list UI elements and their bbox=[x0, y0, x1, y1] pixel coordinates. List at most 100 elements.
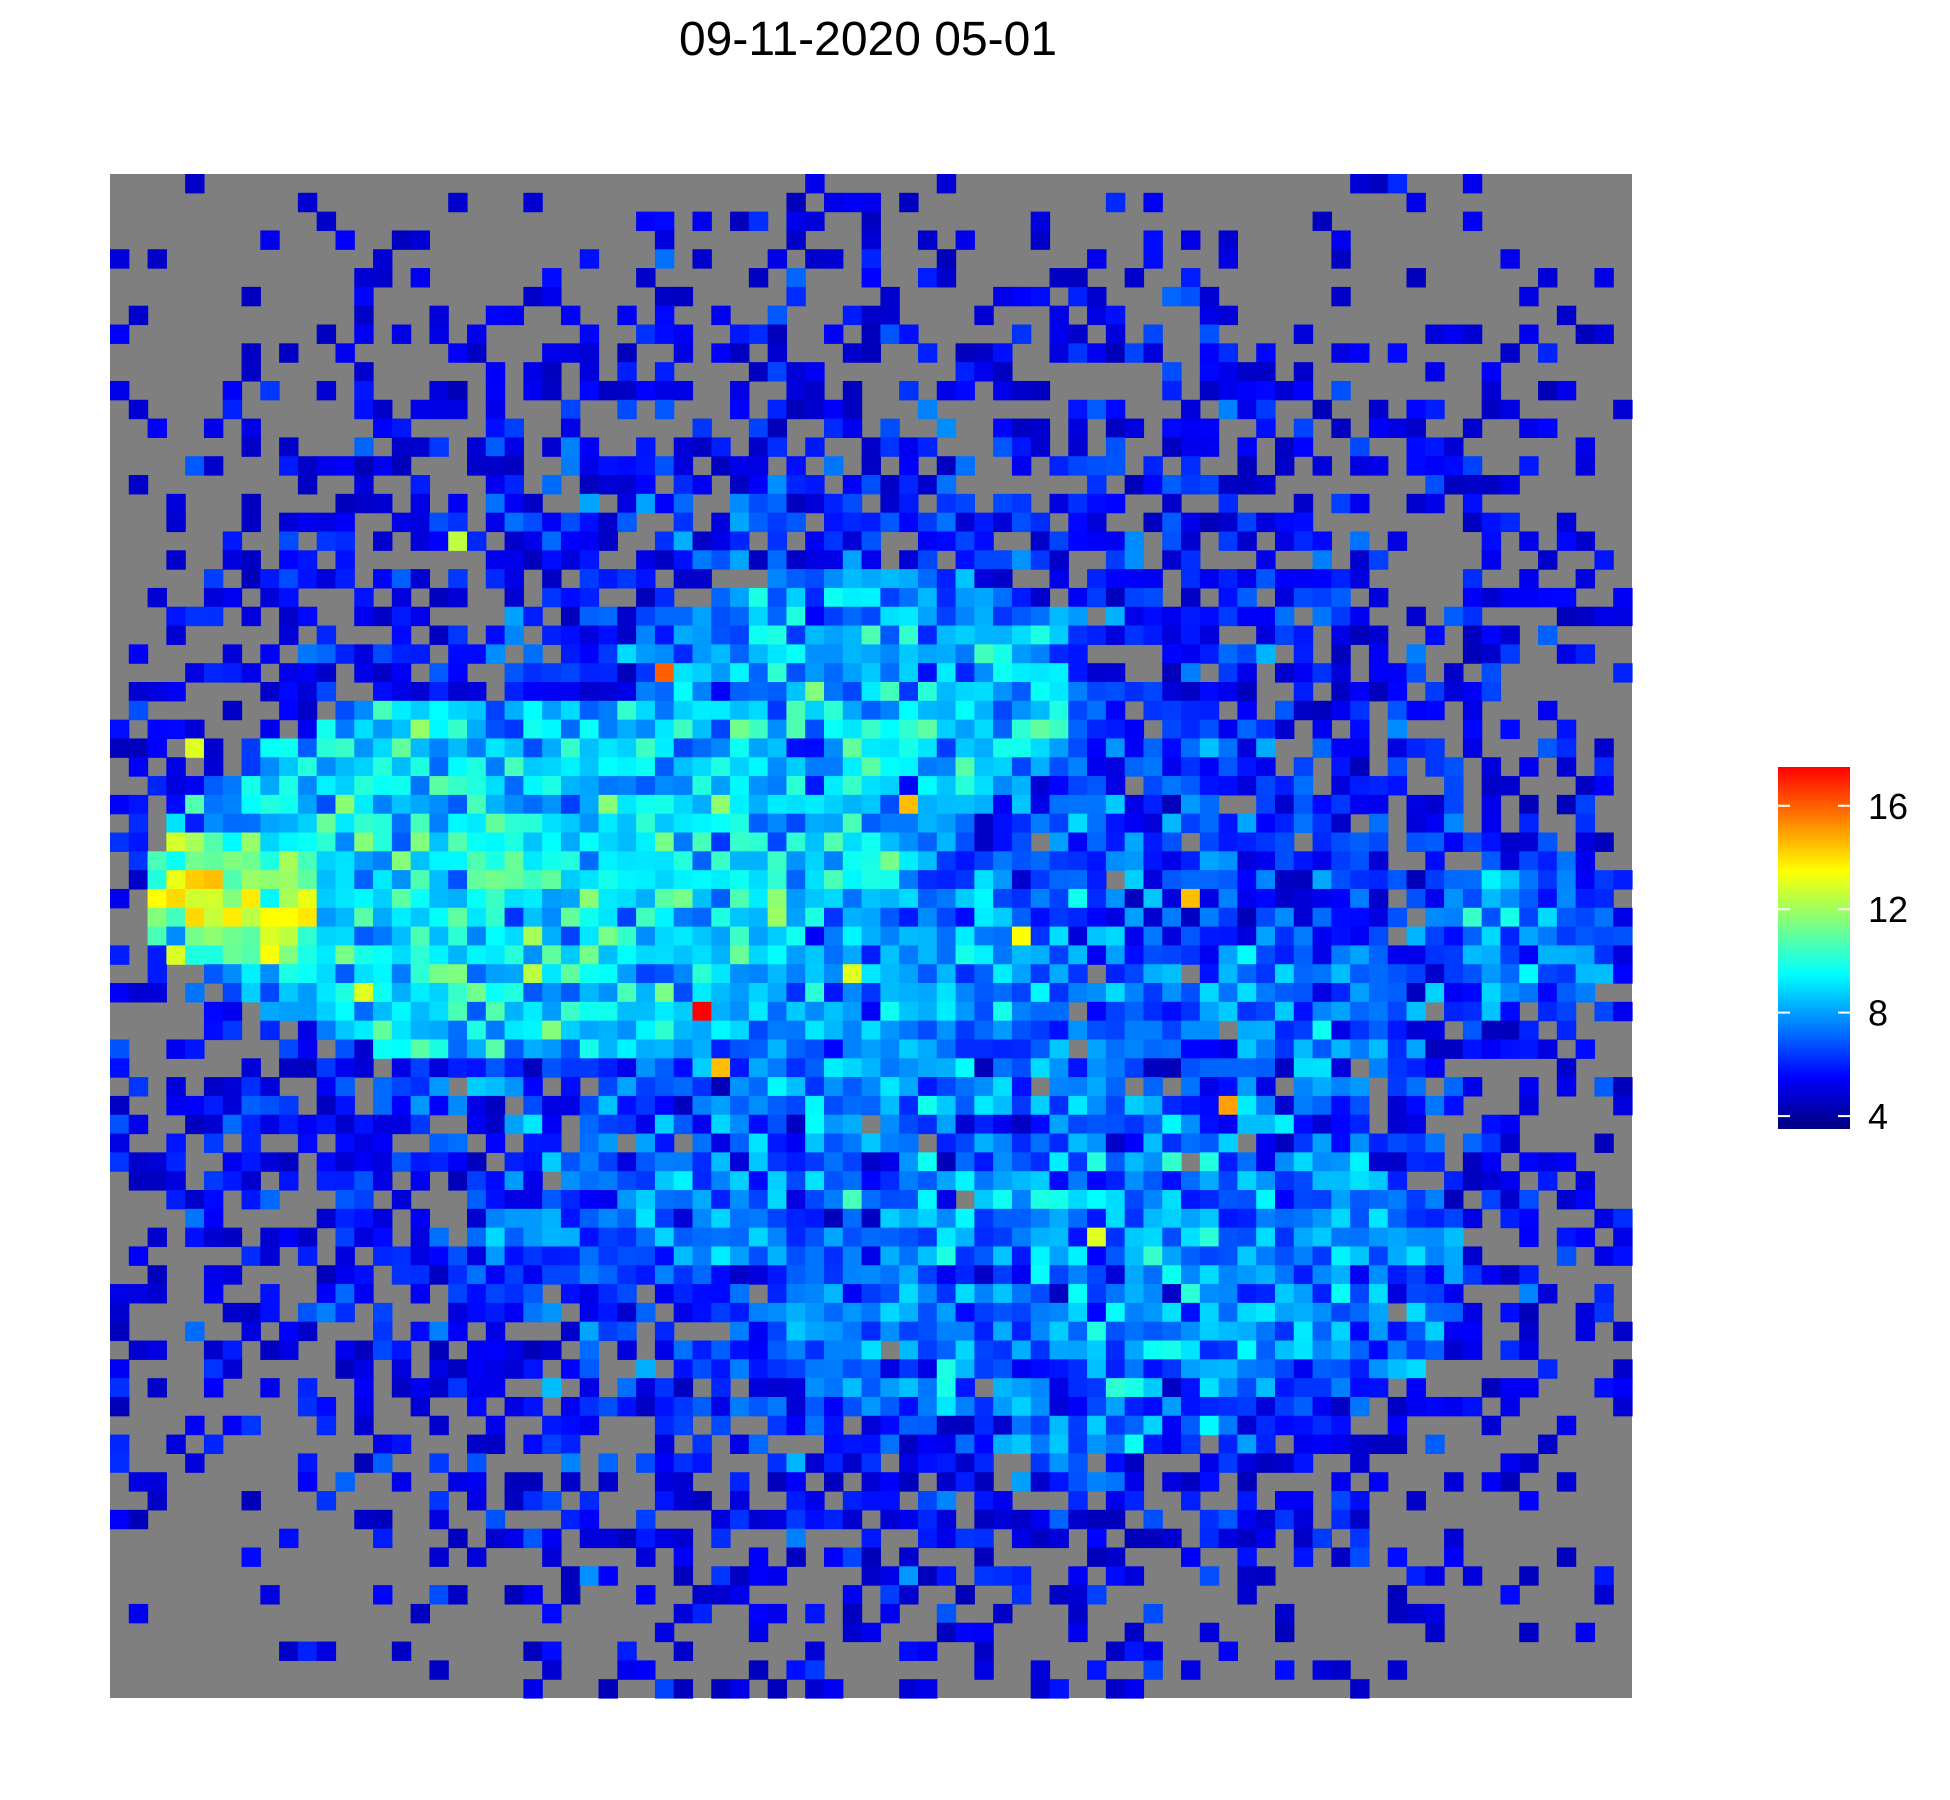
heatmap-cell bbox=[354, 1039, 374, 1059]
heatmap-cell bbox=[692, 1265, 712, 1285]
heatmap-cell bbox=[410, 682, 431, 702]
heatmap-cell bbox=[560, 1434, 581, 1454]
heatmap-cell bbox=[1011, 926, 1032, 946]
heatmap-cell bbox=[1049, 1509, 1069, 1530]
heatmap-cell bbox=[203, 1208, 224, 1229]
heatmap-cell bbox=[1087, 531, 1107, 551]
heatmap-cell bbox=[222, 945, 243, 965]
heatmap-cell bbox=[1105, 418, 1126, 438]
heatmap-cell bbox=[861, 305, 881, 326]
heatmap-cell bbox=[1011, 794, 1032, 815]
heatmap-cell bbox=[1237, 1453, 1257, 1473]
heatmap-cell bbox=[504, 1528, 524, 1549]
heatmap-cell bbox=[1162, 1133, 1182, 1153]
heatmap-cell bbox=[1350, 1133, 1370, 1153]
heatmap-cell bbox=[1162, 1378, 1182, 1398]
heatmap-cell bbox=[1538, 1039, 1558, 1059]
heatmap-cell bbox=[617, 794, 637, 815]
heatmap-cell bbox=[203, 587, 224, 608]
heatmap-cell bbox=[636, 1190, 656, 1210]
heatmap-cell bbox=[429, 1039, 449, 1059]
heatmap-cell bbox=[1068, 437, 1088, 457]
heatmap-cell bbox=[1256, 1171, 1276, 1191]
heatmap-cell bbox=[429, 1152, 449, 1172]
heatmap-cell bbox=[1350, 1453, 1370, 1473]
heatmap-cell bbox=[1387, 1227, 1408, 1248]
heatmap-cell bbox=[805, 1227, 825, 1248]
heatmap-cell bbox=[260, 832, 280, 852]
heatmap-cell bbox=[316, 738, 337, 758]
heatmap-cell bbox=[711, 945, 731, 965]
heatmap-cell bbox=[1199, 1509, 1220, 1530]
heatmap-cell bbox=[899, 1359, 919, 1379]
heatmap-cell bbox=[316, 832, 337, 852]
heatmap-cell bbox=[1387, 907, 1408, 928]
heatmap-cell bbox=[1105, 1547, 1126, 1567]
heatmap-cell bbox=[448, 1001, 468, 1022]
heatmap-cell bbox=[128, 700, 149, 721]
heatmap-cell bbox=[636, 682, 656, 702]
heatmap-cell bbox=[579, 757, 600, 777]
heatmap-cell bbox=[861, 738, 881, 758]
heatmap-cell bbox=[993, 1152, 1013, 1172]
heatmap-cell bbox=[316, 380, 337, 401]
heatmap-cell bbox=[297, 851, 318, 871]
heatmap-cell bbox=[730, 1302, 750, 1323]
heatmap-cell bbox=[936, 907, 957, 928]
heatmap-cell bbox=[805, 813, 825, 834]
heatmap-cell bbox=[1049, 851, 1069, 871]
heatmap-cell bbox=[748, 1359, 769, 1379]
heatmap-cell bbox=[185, 776, 205, 796]
heatmap-cell bbox=[955, 945, 975, 965]
heatmap-cell bbox=[767, 1001, 788, 1022]
heatmap-cell bbox=[279, 926, 299, 946]
heatmap-cell bbox=[1556, 983, 1577, 1003]
heatmap-cell bbox=[260, 1020, 280, 1041]
heatmap-cell bbox=[1087, 832, 1107, 852]
heatmap-cell bbox=[260, 1114, 280, 1135]
heatmap-cell bbox=[1256, 1434, 1276, 1454]
heatmap-cell bbox=[767, 776, 788, 796]
heatmap-cell bbox=[1462, 1077, 1483, 1097]
heatmap-cell bbox=[1256, 1208, 1276, 1229]
heatmap-cell bbox=[1105, 1396, 1126, 1417]
heatmap-cell bbox=[1256, 399, 1276, 420]
heatmap-cell bbox=[767, 475, 788, 495]
heatmap-cell bbox=[1556, 1001, 1577, 1022]
heatmap-cell bbox=[241, 493, 261, 514]
heatmap-cell bbox=[748, 550, 769, 570]
heatmap-cell bbox=[1237, 1302, 1257, 1323]
heatmap-cell bbox=[1293, 1001, 1314, 1022]
heatmap-cell bbox=[1256, 1077, 1276, 1097]
heatmap-cell bbox=[467, 1001, 487, 1022]
heatmap-cell bbox=[1181, 888, 1201, 909]
heatmap-cell bbox=[636, 587, 656, 608]
heatmap-cell bbox=[880, 700, 900, 721]
heatmap-cell bbox=[1274, 700, 1295, 721]
heatmap-cell bbox=[1406, 1603, 1426, 1624]
heatmap-cell bbox=[560, 399, 581, 420]
heatmap-cell bbox=[1030, 587, 1051, 608]
heatmap-cell bbox=[692, 437, 712, 457]
heatmap-cell bbox=[1181, 1396, 1201, 1417]
heatmap-cell bbox=[110, 1114, 130, 1135]
heatmap-cell bbox=[1218, 851, 1239, 871]
heatmap-cell bbox=[861, 1622, 881, 1643]
heatmap-cell bbox=[523, 192, 543, 213]
heatmap-cell bbox=[1256, 776, 1276, 796]
heatmap-cell bbox=[1049, 738, 1069, 758]
heatmap-cell bbox=[203, 418, 224, 438]
heatmap-cell bbox=[1087, 1321, 1107, 1342]
heatmap-cell bbox=[861, 1020, 881, 1041]
heatmap-cell bbox=[936, 249, 957, 269]
heatmap-cell bbox=[654, 1020, 675, 1041]
heatmap-cell bbox=[767, 719, 788, 740]
heatmap-cell bbox=[1237, 983, 1257, 1003]
heatmap-cell bbox=[1087, 1190, 1107, 1210]
heatmap-cell bbox=[993, 983, 1013, 1003]
heatmap-cell bbox=[636, 493, 656, 514]
heatmap-cell bbox=[711, 1679, 731, 1699]
heatmap-cell bbox=[391, 569, 412, 589]
heatmap-cell bbox=[128, 832, 149, 852]
heatmap-cell bbox=[974, 1058, 994, 1078]
